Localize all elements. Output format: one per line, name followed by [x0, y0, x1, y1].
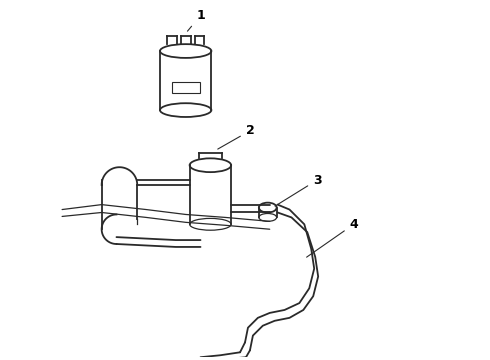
Ellipse shape: [190, 219, 231, 230]
Ellipse shape: [259, 213, 277, 221]
Ellipse shape: [160, 44, 211, 58]
Ellipse shape: [190, 158, 231, 172]
Text: 3: 3: [275, 174, 321, 206]
Text: 2: 2: [218, 124, 254, 149]
Text: 1: 1: [188, 9, 205, 31]
Text: 4: 4: [307, 218, 358, 257]
Ellipse shape: [259, 203, 277, 212]
Bar: [172, 82, 199, 93]
Ellipse shape: [160, 103, 211, 117]
